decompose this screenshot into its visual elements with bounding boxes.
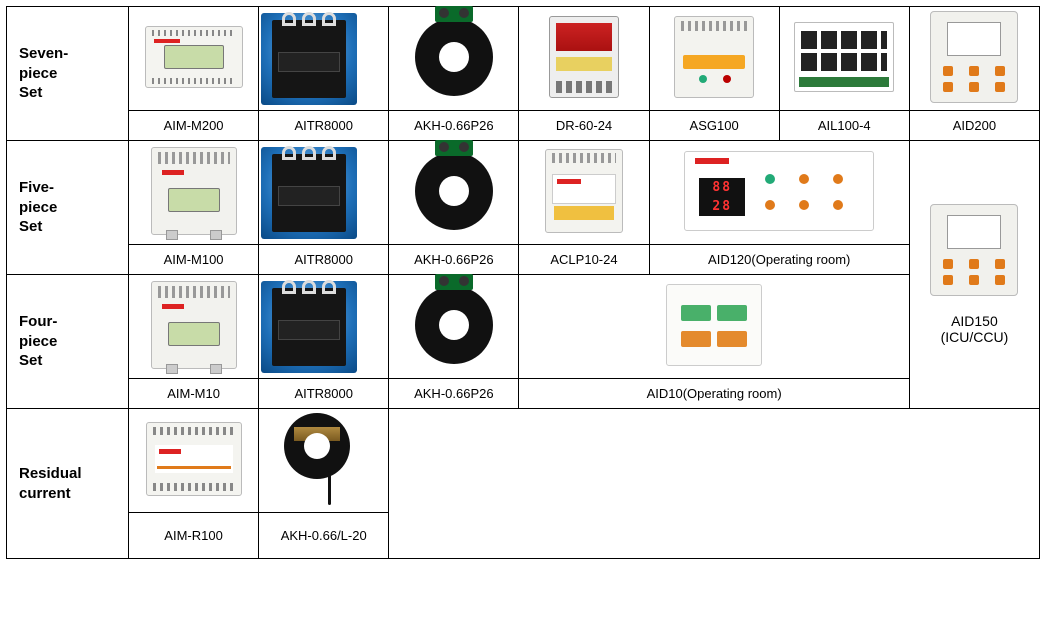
label-aid150: AID150(ICU/CCU) [941, 313, 1009, 345]
cell-img-aim-m100 [129, 141, 259, 245]
cell-img-akh-1 [389, 7, 519, 111]
label-asg100: ASG100 [649, 111, 779, 141]
cell-img-asg100 [649, 7, 779, 111]
label-aim-m10: AIM-M10 [129, 379, 259, 409]
device-aid150 [930, 204, 1018, 296]
device-akh066l20 [284, 413, 364, 505]
row-header-seven-text: Seven-pieceSet [19, 45, 68, 101]
aid120-seg-2: 28 [712, 199, 732, 214]
cell-img-aitr8000-2 [259, 141, 389, 245]
cell-img-aim-m200 [129, 7, 259, 111]
label-aitr8000-2: AITR8000 [259, 245, 389, 275]
device-akh066p26 [415, 18, 493, 96]
device-aim-m10 [151, 281, 237, 369]
device-asg100 [674, 16, 754, 98]
label-akh-2: AKH-0.66P26 [389, 245, 519, 275]
label-akh-l20: AKH-0.66/L-20 [259, 513, 389, 559]
cell-img-aid120: 8828 [649, 141, 909, 245]
device-aid200 [930, 11, 1018, 103]
cell-img-aid200 [909, 7, 1039, 111]
cell-img-akh-2 [389, 141, 519, 245]
cell-img-aim-r100 [129, 409, 259, 513]
row-header-residual: Residualcurrent [7, 409, 129, 559]
device-aclp10-24 [545, 149, 623, 233]
device-aitr8000 [261, 13, 357, 105]
row-header-five: Five-pieceSet [7, 141, 129, 275]
row-header-four-text: Four-pieceSet [19, 313, 57, 369]
cell-img-dr6024 [519, 7, 649, 111]
label-aitr8000-1: AITR8000 [259, 111, 389, 141]
label-ail100: AIL100-4 [779, 111, 909, 141]
label-akh-1: AKH-0.66P26 [389, 111, 519, 141]
cell-aid150: AID150(ICU/CCU) [909, 141, 1039, 409]
cell-img-ail100 [779, 7, 909, 111]
product-set-table: Seven-pieceSet AIM-M200 AITR8000 AKH-0.6… [6, 6, 1040, 559]
label-aid120: AID120(Operating room) [649, 245, 909, 275]
row-header-five-text: Five-pieceSet [19, 179, 57, 235]
cell-img-akh-l20 [259, 409, 389, 513]
row-header-seven: Seven-pieceSet [7, 7, 129, 141]
cell-empty-residual [389, 409, 1040, 559]
device-aitr8000 [261, 281, 357, 373]
cell-img-aid10 [519, 275, 909, 379]
device-aim-m200 [145, 26, 243, 88]
label-aitr8000-3: AITR8000 [259, 379, 389, 409]
label-aim-m100: AIM-M100 [129, 245, 259, 275]
cell-img-aitr8000-1 [259, 7, 389, 111]
device-ail100-4 [794, 22, 894, 92]
device-aid120: 8828 [684, 151, 874, 231]
label-aid10: AID10(Operating room) [519, 379, 909, 409]
device-aid10 [666, 284, 762, 366]
device-akh066p26 [415, 152, 493, 230]
label-aim-r100: AIM-R100 [129, 513, 259, 559]
label-aim-m200: AIM-M200 [129, 111, 259, 141]
row-header-residual-text: Residualcurrent [19, 465, 82, 502]
cell-img-aclp [519, 141, 649, 245]
label-aid200: AID200 [909, 111, 1039, 141]
device-aim-r100 [146, 422, 242, 496]
label-akh-3: AKH-0.66P26 [389, 379, 519, 409]
device-dr-60-24 [549, 16, 619, 98]
cell-img-aitr8000-3 [259, 275, 389, 379]
device-aim-m100 [151, 147, 237, 235]
label-dr6024: DR-60-24 [519, 111, 649, 141]
label-aclp: ACLP10-24 [519, 245, 649, 275]
cell-img-aim-m10 [129, 275, 259, 379]
row-header-four: Four-pieceSet [7, 275, 129, 409]
device-aitr8000 [261, 147, 357, 239]
cell-img-akh-3 [389, 275, 519, 379]
device-akh066p26 [415, 286, 493, 364]
aid120-seg-1: 88 [712, 180, 732, 195]
